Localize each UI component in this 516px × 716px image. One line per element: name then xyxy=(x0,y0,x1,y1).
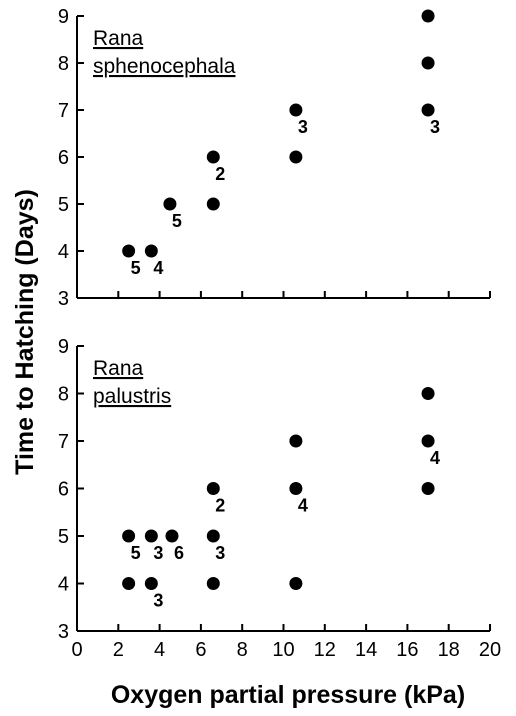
panel-1-sample-count-label: 2 xyxy=(215,164,225,184)
panel-2-y-tick-label: 8 xyxy=(58,384,69,406)
panel-2-data-point xyxy=(289,577,303,590)
panel-2-y-tick-label: 7 xyxy=(58,431,69,453)
panel-2-data-point xyxy=(421,434,435,448)
panel-1-sample-count-label: 3 xyxy=(298,117,308,137)
panel-1-sample-count-label: 3 xyxy=(430,117,440,137)
panel-1-sample-count-label: 5 xyxy=(131,258,141,278)
panel-2-y-tick-label: 6 xyxy=(58,479,69,501)
panel-1-data-point xyxy=(289,103,303,117)
panel-2-x-tick-label: 4 xyxy=(154,639,165,661)
panel-2-data-point xyxy=(289,482,303,495)
panel-2-sample-count-label: 3 xyxy=(153,591,163,611)
panel-1-data-point xyxy=(421,9,435,23)
panel-2-data-point xyxy=(206,529,220,543)
panel-1-data-point xyxy=(289,150,303,164)
panel-2-data-point xyxy=(144,529,158,543)
panel-2-sample-count-label: 2 xyxy=(215,496,225,516)
panel-1-y-tick-label: 8 xyxy=(58,53,69,75)
panel-1-data-point xyxy=(144,244,158,258)
panel-1-y-tick-label: 7 xyxy=(58,100,69,122)
panel-2-sample-count-label: 4 xyxy=(430,448,440,468)
panel-2-x-tick-label: 14 xyxy=(355,639,377,661)
panel-1-sample-count-label: 4 xyxy=(153,258,163,278)
panel-1-data-point xyxy=(163,197,177,211)
panel-1-data-point xyxy=(206,197,220,211)
panel-1-species-label: sphenocephala xyxy=(93,55,236,78)
x-axis-label: Oxygen partial pressure (kPa) xyxy=(111,681,465,709)
panel-1-species-label: Rana xyxy=(93,27,144,50)
panel-1-data-point xyxy=(206,150,220,164)
panel-2-y-tick-label: 5 xyxy=(58,526,69,548)
panel-2-sample-count-label: 3 xyxy=(215,543,225,563)
panel-2-data-point xyxy=(289,434,303,448)
panel-2-y-tick-label: 9 xyxy=(58,336,69,358)
panel-2-species-label: palustris xyxy=(93,385,171,408)
panel-1-y-tick-label: 3 xyxy=(58,288,69,310)
panel-1-data-point xyxy=(421,103,435,117)
panel-2-sample-count-label: 4 xyxy=(298,496,308,516)
panel-2-data-point xyxy=(206,577,220,590)
panel-2-x-tick-label: 6 xyxy=(195,639,206,661)
panel-2-x-tick-label: 8 xyxy=(237,639,248,661)
y-axis-label: Time to Hatching (Days) xyxy=(11,189,39,475)
panel-2-x-tick-label: 10 xyxy=(272,639,294,661)
panel-2-x-tick-label: 20 xyxy=(479,639,501,661)
panel-2-x-tick-label: 0 xyxy=(71,639,82,661)
panel-2-sample-count-label: 5 xyxy=(131,543,141,563)
panel-2-x-tick-label: 12 xyxy=(314,639,336,661)
panel-2-sample-count-label: 6 xyxy=(174,543,184,563)
panel-2-data-point xyxy=(206,482,220,495)
panel-1-y-tick-label: 6 xyxy=(58,147,69,169)
panel-1-y-tick-label: 4 xyxy=(58,241,69,263)
panel-2-x-tick-label: 16 xyxy=(396,639,418,661)
panel-1-data-point xyxy=(421,56,435,70)
panel-1-y-tick-label: 5 xyxy=(58,194,69,216)
panel-2-sample-count-label: 3 xyxy=(153,543,163,563)
panel-2-data-point xyxy=(144,577,158,590)
panel-2-data-point xyxy=(421,482,435,495)
panel-2-data-point xyxy=(165,529,179,543)
panel-2-data-point xyxy=(122,577,136,590)
panel-2-y-tick-label: 3 xyxy=(58,621,69,643)
panel-2-species-label: Rana xyxy=(93,357,144,380)
panel-2-x-tick-label: 2 xyxy=(113,639,124,661)
panel-1-data-point xyxy=(122,244,136,258)
panel-2-x-tick-label: 18 xyxy=(438,639,460,661)
panel-2-y-tick-label: 4 xyxy=(58,574,69,596)
panel-2-data-point xyxy=(421,387,435,400)
panel-1-y-tick-label: 9 xyxy=(58,6,69,28)
panel-1-sample-count-label: 5 xyxy=(172,211,182,231)
panel-2-data-point xyxy=(122,529,136,543)
